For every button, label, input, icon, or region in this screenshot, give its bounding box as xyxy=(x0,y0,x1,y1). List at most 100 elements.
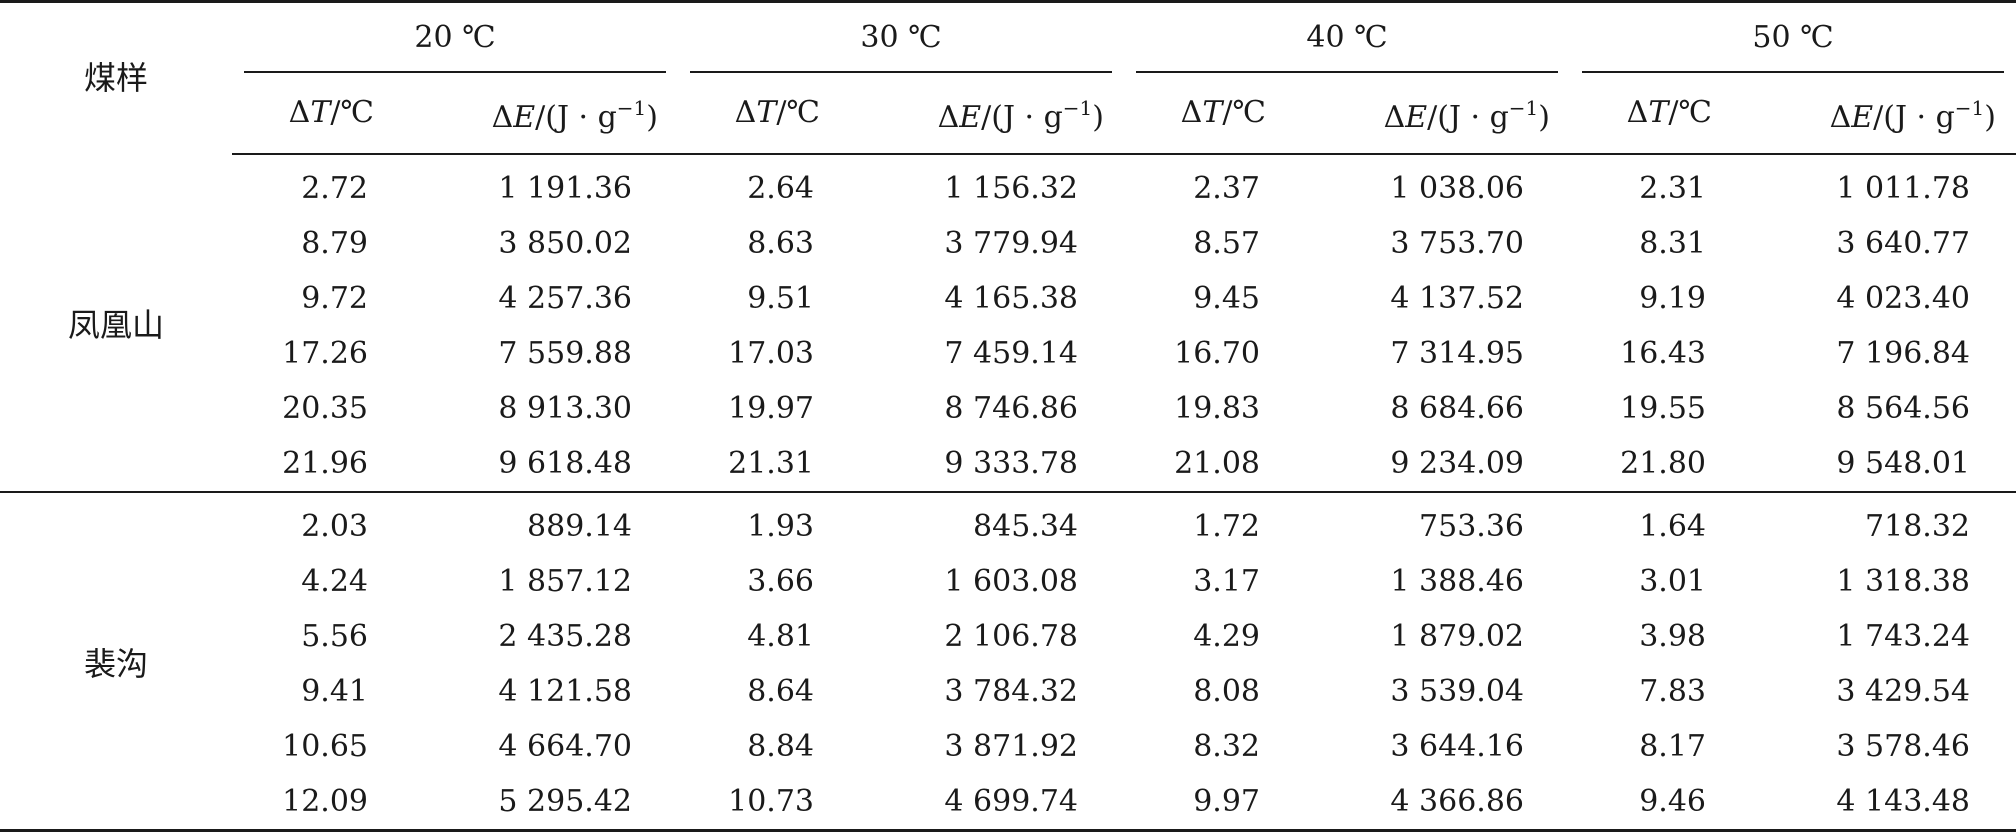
delta-e-cell: 7 314.95 xyxy=(1390,336,1524,371)
temperature-header: 20 ℃ xyxy=(232,2,678,73)
delta-e-cell: 1 191.36 xyxy=(498,171,632,206)
delta-t-cell: 8.17 xyxy=(1639,729,1706,764)
delta-t-cell: 9.19 xyxy=(1639,281,1706,316)
delta-t-cell: 1.72 xyxy=(1124,491,1306,554)
table-row: 9.41 4 121.58 8.64 3 784.32 8.08 3 539.04 7.83… xyxy=(0,664,2016,719)
delta-t-cell: 9.45 xyxy=(1193,281,1260,316)
table-row: 10.65 4 664.70 8.84 3 871.92 8.32 3 644.16 8.1… xyxy=(0,719,2016,774)
delta-t-cell: 7.83 xyxy=(1639,674,1706,709)
delta-e-cell: 3 784.32 xyxy=(944,674,1078,709)
delta-t-cell: 2.37 xyxy=(1193,171,1260,206)
table-row: 裴沟 2.03 889.14 1.93 845.34 1.72 753.36 1.64 718.… xyxy=(0,491,2016,831)
temperature-header: 40 ℃ xyxy=(1124,2,1570,73)
delta-t-cell: 9.72 xyxy=(301,281,368,316)
delta-t-cell: 8.32 xyxy=(1193,729,1260,764)
delta-t-cell: 16.43 xyxy=(1620,336,1706,371)
delta-e-cell: 9 234.09 xyxy=(1390,446,1524,481)
delta-t-cell: 3.17 xyxy=(1193,564,1260,599)
delta-e-cell: 7 196.84 xyxy=(1836,336,1970,371)
delta-t-cell: 9.51 xyxy=(747,281,814,316)
delta-t-cell: 4.29 xyxy=(1193,619,1260,654)
table-body: 凤凰山 2.72 1 191.36 2.64 1 156.32 2.37 1 038.06 2… xyxy=(0,154,2016,831)
delta-t-cell: 2.64 xyxy=(747,171,814,206)
delta-e-cell: 9 333.78 xyxy=(944,446,1078,481)
delta-t-cell: 8.31 xyxy=(1639,226,1706,261)
delta-e-cell: 1 038.06 xyxy=(1390,171,1524,206)
delta-t-cell: 19.83 xyxy=(1174,391,1260,426)
delta-e-cell: 3 779.94 xyxy=(944,226,1078,261)
temperature-label: 50 ℃ xyxy=(1752,20,1834,55)
coal-sample-name: 凤凰山 xyxy=(67,306,164,344)
delta-t-cell: 8.57 xyxy=(1193,226,1260,261)
temperature-header: 50 ℃ xyxy=(1570,2,2016,73)
delta-e-cell: 4 257.36 xyxy=(498,281,632,316)
table-row: 凤凰山 2.72 1 191.36 2.64 1 156.32 2.37 1 038.06 2… xyxy=(0,154,2016,344)
delta-t-cell: 1.93 xyxy=(678,491,860,554)
table-row: 9.72 4 257.36 9.51 4 165.38 9.45 4 137.52 9.19… xyxy=(0,271,2016,326)
delta-e-header: ΔE/(J · g−1) xyxy=(1752,73,2016,155)
table-row: 4.24 1 857.12 3.66 1 603.08 3.17 1 388.46 3.01… xyxy=(0,554,2016,609)
delta-e-cell: 1 603.08 xyxy=(944,564,1078,599)
delta-t-cell: 10.73 xyxy=(728,784,814,819)
delta-t-cell: 8.84 xyxy=(747,729,814,764)
delta-e-cell: 9 548.01 xyxy=(1836,446,1970,481)
delta-e-cell: 2 435.28 xyxy=(498,619,632,654)
sample-column-header: 煤样 xyxy=(83,59,148,97)
delta-e-cell: 8 564.56 xyxy=(1836,391,1970,426)
table-row: 21.96 9 618.48 21.31 9 333.78 21.08 9 234.09 2… xyxy=(0,436,2016,492)
delta-e-cell: 1 388.46 xyxy=(1390,564,1524,599)
delta-e-cell: 718.32 xyxy=(1752,491,2016,554)
header-row-quantities: ΔT/℃ ΔE/(J · g−1) ΔT/℃ ΔE/(J · g−1) ΔT/℃ ΔE/(… xyxy=(0,73,2016,155)
table-row: 20.35 8 913.30 19.97 8 746.86 19.83 8 684.66 1… xyxy=(0,381,2016,436)
delta-e-cell: 3 753.70 xyxy=(1390,226,1524,261)
delta-t-header: ΔT/℃ xyxy=(232,73,414,155)
delta-e-cell: 1 011.78 xyxy=(1836,171,1970,206)
delta-t-cell: 17.26 xyxy=(282,336,368,371)
delta-t-cell: 9.97 xyxy=(1193,784,1260,819)
delta-e-cell: 889.14 xyxy=(414,491,678,554)
header-row-temperatures: 煤样 20 ℃ 30 ℃ 40 ℃ 50 ℃ xyxy=(0,1,2016,97)
delta-e-cell: 3 429.54 xyxy=(1836,674,1970,709)
delta-t-cell: 8.63 xyxy=(747,226,814,261)
delta-t-cell: 4.24 xyxy=(301,564,368,599)
delta-e-cell: 8 913.30 xyxy=(498,391,632,426)
delta-t-cell: 21.08 xyxy=(1174,446,1260,481)
delta-t-cell: 9.46 xyxy=(1639,784,1706,819)
delta-e-cell: 4 023.40 xyxy=(1836,281,1970,316)
delta-e-cell: 8 746.86 xyxy=(944,391,1078,426)
delta-t-cell: 21.31 xyxy=(728,446,814,481)
delta-e-cell: 3 871.92 xyxy=(944,729,1078,764)
delta-e-cell: 4 664.70 xyxy=(498,729,632,764)
delta-t-cell: 4.81 xyxy=(747,619,814,654)
delta-t-cell: 19.97 xyxy=(728,391,814,426)
delta-t-cell: 8.64 xyxy=(747,674,814,709)
delta-e-cell: 9 618.48 xyxy=(498,446,632,481)
delta-e-cell: 4 699.74 xyxy=(944,784,1078,819)
delta-t-cell: 20.35 xyxy=(282,391,368,426)
delta-e-cell: 1 879.02 xyxy=(1390,619,1524,654)
delta-t-cell: 8.79 xyxy=(301,226,368,261)
delta-e-cell: 753.36 xyxy=(1306,491,1570,554)
delta-e-cell: 7 459.14 xyxy=(944,336,1078,371)
temperature-label: 20 ℃ xyxy=(414,20,496,55)
delta-e-header: ΔE/(J · g−1) xyxy=(414,73,678,155)
delta-e-cell: 3 539.04 xyxy=(1390,674,1524,709)
delta-e-cell: 1 743.24 xyxy=(1836,619,1970,654)
delta-t-cell: 2.31 xyxy=(1639,171,1706,206)
delta-e-cell: 2 106.78 xyxy=(944,619,1078,654)
delta-e-cell: 1 156.32 xyxy=(944,171,1078,206)
table-row: 8.79 3 850.02 8.63 3 779.94 8.57 3 753.70 8.31… xyxy=(0,216,2016,271)
delta-e-cell: 1 318.38 xyxy=(1836,564,1970,599)
coal-sample-name: 裴沟 xyxy=(0,491,232,831)
delta-t-header: ΔT/℃ xyxy=(678,73,860,155)
delta-t-cell: 8.08 xyxy=(1193,674,1260,709)
delta-e-cell: 845.34 xyxy=(860,491,1124,554)
table-row: 12.09 5 295.42 10.73 4 699.74 9.97 4 366.86 9.… xyxy=(0,774,2016,831)
delta-t-cell: 3.01 xyxy=(1639,564,1706,599)
delta-t-cell: 17.03 xyxy=(728,336,814,371)
delta-t-header: ΔT/℃ xyxy=(1124,73,1306,155)
delta-t-cell: 2.03 xyxy=(232,491,414,554)
delta-t-cell: 10.65 xyxy=(282,729,368,764)
